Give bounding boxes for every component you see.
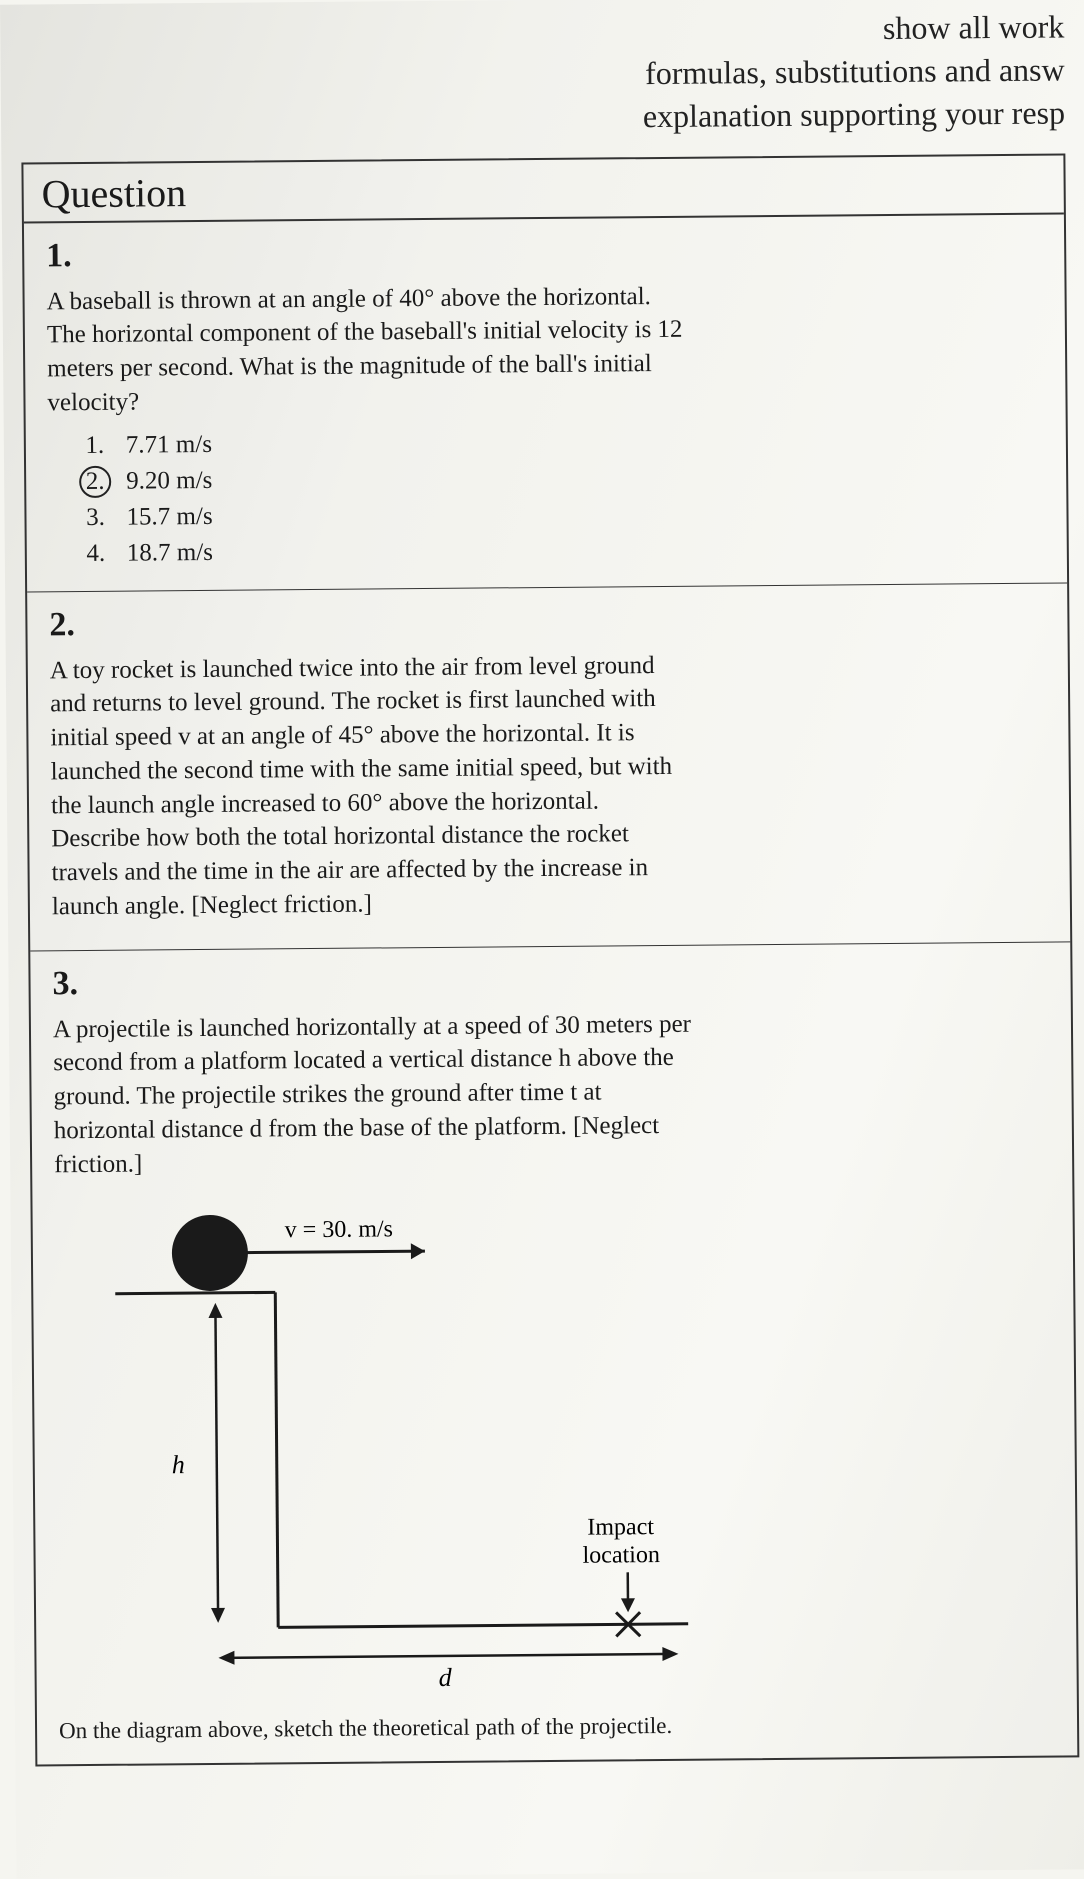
page-header-fragment: show all work formulas, substitutions an… bbox=[20, 0, 1065, 162]
height-label: h bbox=[172, 1450, 185, 1479]
platform-side bbox=[275, 1293, 278, 1628]
question-number: 3. bbox=[52, 956, 1048, 1003]
arrowhead-icon bbox=[411, 1243, 425, 1259]
arrowhead-icon bbox=[211, 1608, 225, 1623]
question-table: Question 1. A baseball is thrown at an a… bbox=[21, 153, 1079, 1767]
question-number: 2. bbox=[49, 597, 1045, 644]
arrowhead-icon bbox=[208, 1303, 222, 1318]
option-number: 2. bbox=[78, 464, 112, 501]
option-number: 4. bbox=[79, 536, 113, 573]
option-value: 15.7 m/s bbox=[126, 499, 212, 536]
ball-icon bbox=[172, 1215, 249, 1292]
question-3-cell: 3. A projectile is launched horizontally… bbox=[30, 942, 1077, 1765]
option-value: 7.71 m/s bbox=[126, 426, 212, 463]
projectile-diagram: v = 30. m/s h d bbox=[94, 1191, 1054, 1704]
worksheet-page: show all work formulas, substitutions an… bbox=[0, 0, 1084, 1879]
option-value: 18.7 m/s bbox=[127, 535, 213, 572]
option-row: 4. 18.7 m/s bbox=[79, 528, 1045, 573]
impact-label-1: Impact bbox=[587, 1514, 654, 1541]
arrowhead-icon bbox=[218, 1651, 234, 1665]
question-2-text: A toy rocket is launched twice into the … bbox=[50, 648, 692, 924]
platform-top bbox=[115, 1293, 275, 1294]
height-indicator bbox=[215, 1308, 218, 1618]
circled-answer-icon: 2. bbox=[79, 466, 111, 498]
distance-label: d bbox=[439, 1663, 453, 1692]
option-value: 9.20 m/s bbox=[126, 463, 212, 500]
question-number: 1. bbox=[46, 228, 1042, 275]
velocity-arrow bbox=[245, 1251, 425, 1253]
header-line-3: explanation supporting your resp bbox=[21, 92, 1065, 144]
arrowhead-icon bbox=[662, 1647, 678, 1661]
arrowhead-icon bbox=[621, 1599, 635, 1613]
distance-indicator bbox=[223, 1654, 673, 1658]
option-number: 3. bbox=[78, 500, 112, 537]
section-title: Question bbox=[23, 155, 1063, 223]
question-1-text: A baseball is thrown at an angle of 40° … bbox=[46, 279, 687, 420]
option-number: 1. bbox=[78, 427, 112, 464]
question-1-options: 1. 7.71 m/s 2. 9.20 m/s 3. 15.7 m/s 4. 1… bbox=[48, 419, 1045, 573]
diagram-svg: v = 30. m/s h d bbox=[94, 1194, 718, 1699]
question-2-cell: 2. A toy rocket is launched twice into t… bbox=[27, 583, 1070, 951]
impact-label-2: location bbox=[582, 1542, 660, 1569]
question-1-cell: 1. A baseball is thrown at an angle of 4… bbox=[24, 214, 1067, 592]
question-3-text: A projectile is launched horizontally at… bbox=[53, 1007, 694, 1181]
question-3-caption: On the diagram above, sketch the theoret… bbox=[59, 1711, 699, 1746]
velocity-label: v = 30. m/s bbox=[285, 1217, 393, 1244]
